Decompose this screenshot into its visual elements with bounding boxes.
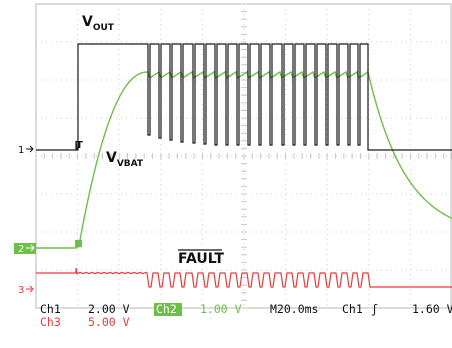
trigger-slope-icon: ʃ <box>371 302 378 316</box>
svg-text:1: 1 <box>18 145 24 156</box>
ch1-scale: 2.00 V <box>88 302 130 316</box>
ch2-name-bg <box>154 303 182 316</box>
trigger-marker: T <box>76 140 83 151</box>
timebase: M20.0ms <box>270 302 318 316</box>
ch2-ground-marker: 2 <box>14 243 36 255</box>
ch3-name: Ch3 <box>40 315 61 329</box>
trigger-channel: Ch1 <box>342 302 363 316</box>
fault-trace <box>36 267 452 288</box>
ch2-marker-square <box>75 240 82 247</box>
fault-label: FAULT <box>178 251 224 267</box>
svg-text:3: 3 <box>18 285 24 296</box>
svg-text:2: 2 <box>18 244 24 255</box>
ch3-scale: 5.00 V <box>88 315 130 329</box>
vbat-label: VVBAT <box>106 150 144 169</box>
ch1-ground-marker: 1 <box>18 145 34 156</box>
ch2-name: Ch2 <box>156 302 177 316</box>
vout-label: VOUT <box>82 14 115 33</box>
vout-trace <box>36 43 452 151</box>
ch3-ground-marker: 3 <box>18 285 34 296</box>
ch2-scale: 1.00 V <box>200 302 242 316</box>
ch1-name: Ch1 <box>40 302 61 316</box>
trigger-level: 1.60 V <box>412 302 452 316</box>
status-readout: Ch1 2.00 V Ch2 1.00 V M20.0ms Ch1 ʃ 1.60… <box>40 302 452 329</box>
